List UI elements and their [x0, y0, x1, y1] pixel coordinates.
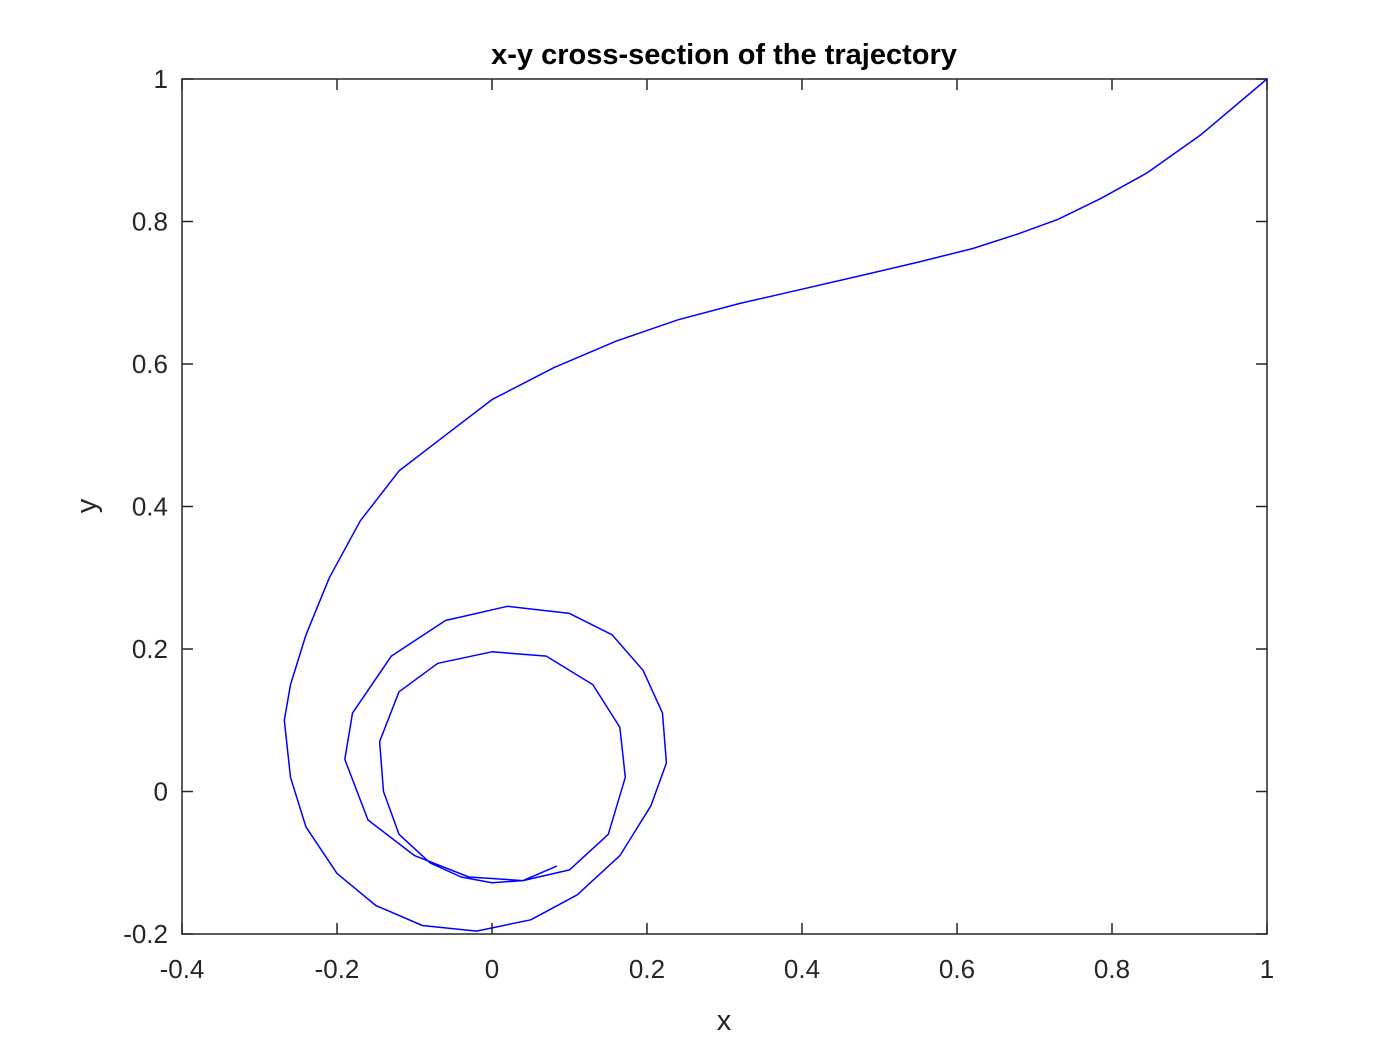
y-tick-label: 0	[154, 777, 168, 807]
x-tick-label: 0.8	[1094, 954, 1130, 984]
x-tick-label: -0.2	[315, 954, 360, 984]
y-tick-label: -0.2	[123, 919, 168, 949]
axes-box	[181, 78, 1268, 935]
axis-tick-labels: -0.4 -0.2 0 0.2 0.4 0.6 0.8 1 -0.2 0 0.2 0.4 0.6 0.8 1	[123, 64, 1274, 984]
y-tick-label: 0.4	[132, 492, 168, 522]
x-tick-label: 0.2	[629, 954, 665, 984]
y-tick-label: 0.6	[132, 349, 168, 379]
x-tick-label: 0.4	[784, 954, 820, 984]
plot-area: -0.4 -0.2 0 0.2 0.4 0.6 0.8 1 -0.2 0 0.2 0.4 0.6 0.8 1	[123, 64, 1274, 984]
y-tick-label: 0.2	[132, 634, 168, 664]
x-tick-label: 1	[1260, 954, 1274, 984]
x-tick-label: 0.6	[939, 954, 975, 984]
y-axis-label: y	[71, 498, 103, 513]
series-group	[283, 78, 1268, 932]
x-tick-label: -0.4	[160, 954, 205, 984]
y-tick-label: 0.8	[132, 207, 168, 237]
trajectory-line-0	[283, 78, 1268, 932]
chart-title: x-y cross-section of the trajectory	[491, 39, 957, 71]
x-axis-label: x	[717, 1005, 732, 1037]
x-tick-label: 0	[485, 954, 499, 984]
axis-ticks	[181, 78, 1268, 935]
y-tick-label: 1	[154, 64, 168, 94]
